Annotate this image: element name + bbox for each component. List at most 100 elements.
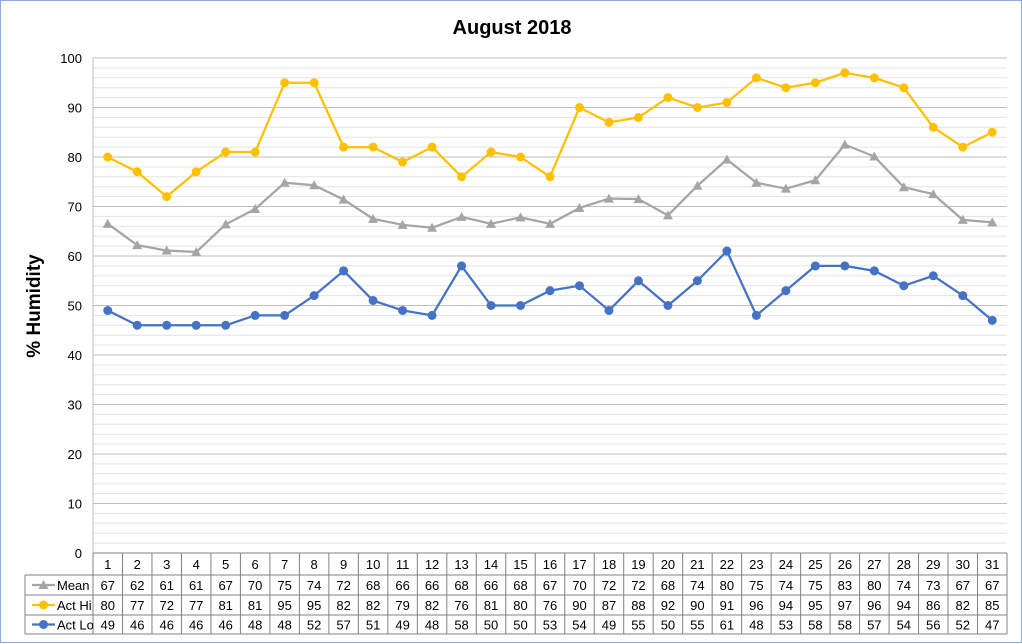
data-point	[869, 151, 880, 161]
data-point	[692, 276, 702, 286]
data-point	[928, 271, 938, 281]
table-value: 83	[838, 578, 852, 593]
table-value: 52	[307, 618, 321, 633]
y-tick-label: 50	[68, 299, 82, 314]
table-value: 66	[395, 578, 409, 593]
data-point	[280, 310, 290, 320]
data-point	[722, 98, 732, 108]
x-tick-label: 6	[252, 557, 259, 572]
data-point	[132, 167, 142, 177]
table-value: 61	[720, 618, 734, 633]
data-point	[633, 112, 643, 122]
table-value: 70	[248, 578, 262, 593]
table-value: 46	[189, 618, 203, 633]
table-value: 85	[985, 598, 999, 613]
data-point	[250, 147, 260, 157]
table-value: 72	[631, 578, 645, 593]
data-point	[574, 103, 584, 112]
data-point	[574, 281, 584, 291]
data-point	[899, 83, 909, 93]
data-point	[516, 301, 526, 310]
table-value: 47	[985, 618, 999, 633]
table-value: 74	[779, 578, 793, 593]
data-point	[840, 261, 850, 271]
data-point	[427, 222, 438, 232]
table-value: 46	[159, 618, 173, 633]
table-value: 73	[926, 578, 940, 593]
table-value: 55	[690, 618, 704, 633]
x-tick-label: 7	[281, 557, 288, 572]
table-value: 72	[336, 578, 350, 593]
table-value: 49	[602, 618, 616, 633]
data-point	[604, 305, 614, 315]
y-tick-label: 90	[68, 101, 82, 116]
series-lines	[102, 68, 998, 330]
x-tick-label: 31	[985, 557, 999, 572]
data-point	[191, 320, 201, 330]
table-value: 54	[897, 618, 911, 633]
x-tick-label: 19	[631, 557, 645, 572]
table-value: 87	[602, 598, 616, 613]
data-point	[515, 212, 526, 222]
table-value: 48	[749, 618, 763, 633]
data-point	[132, 320, 142, 330]
table-value: 75	[808, 578, 822, 593]
table-value: 57	[867, 618, 881, 633]
table-value: 68	[454, 578, 468, 593]
table-value: 77	[130, 598, 144, 613]
data-point	[781, 83, 791, 93]
table-value: 49	[395, 618, 409, 633]
data-point	[161, 245, 172, 255]
x-tick-label: 11	[396, 557, 410, 572]
table-value: 92	[661, 598, 675, 613]
table-value: 86	[926, 598, 940, 613]
data-point	[398, 305, 408, 315]
y-tick-label: 30	[68, 398, 82, 413]
data-point	[309, 78, 319, 88]
data-point	[810, 261, 820, 271]
x-tick-label: 5	[222, 557, 229, 572]
table-value: 95	[808, 598, 822, 613]
x-tick-label: 13	[454, 557, 468, 572]
data-point	[162, 192, 172, 202]
table-value: 61	[189, 578, 203, 593]
table-value: 91	[720, 598, 734, 613]
x-tick-label: 28	[897, 557, 911, 572]
table-value: 58	[454, 618, 468, 633]
table-value: 68	[661, 578, 675, 593]
table-value: 95	[307, 598, 321, 613]
data-point	[456, 211, 467, 221]
table-value: 54	[572, 618, 586, 633]
data-point	[486, 147, 496, 157]
gridlines	[92, 57, 1007, 553]
data-point	[427, 310, 437, 320]
data-point	[457, 261, 467, 271]
table-value: 67	[101, 578, 115, 593]
y-axis-label: % Humidity	[24, 254, 45, 358]
data-point	[368, 296, 378, 306]
data-point	[957, 214, 968, 224]
table-value: 66	[425, 578, 439, 593]
x-tick-label: 24	[779, 557, 793, 572]
legend-key-marker	[38, 580, 49, 589]
data-point	[928, 122, 938, 132]
data-point	[191, 247, 202, 257]
x-tick-label: 23	[749, 557, 763, 572]
table-value: 62	[130, 578, 144, 593]
data-point	[250, 310, 260, 320]
table-value: 81	[248, 598, 262, 613]
table-value: 49	[101, 618, 115, 633]
data-point	[221, 320, 231, 330]
table-value: 82	[425, 598, 439, 613]
data-point	[987, 127, 997, 137]
data-point	[663, 301, 673, 310]
data-point	[368, 142, 378, 152]
table-value: 88	[631, 598, 645, 613]
table-value: 55	[631, 618, 645, 633]
x-tick-label: 1	[104, 557, 111, 572]
data-point	[309, 180, 320, 190]
table-value: 77	[189, 598, 203, 613]
data-point	[545, 172, 555, 182]
x-tick-label: 10	[366, 557, 380, 572]
